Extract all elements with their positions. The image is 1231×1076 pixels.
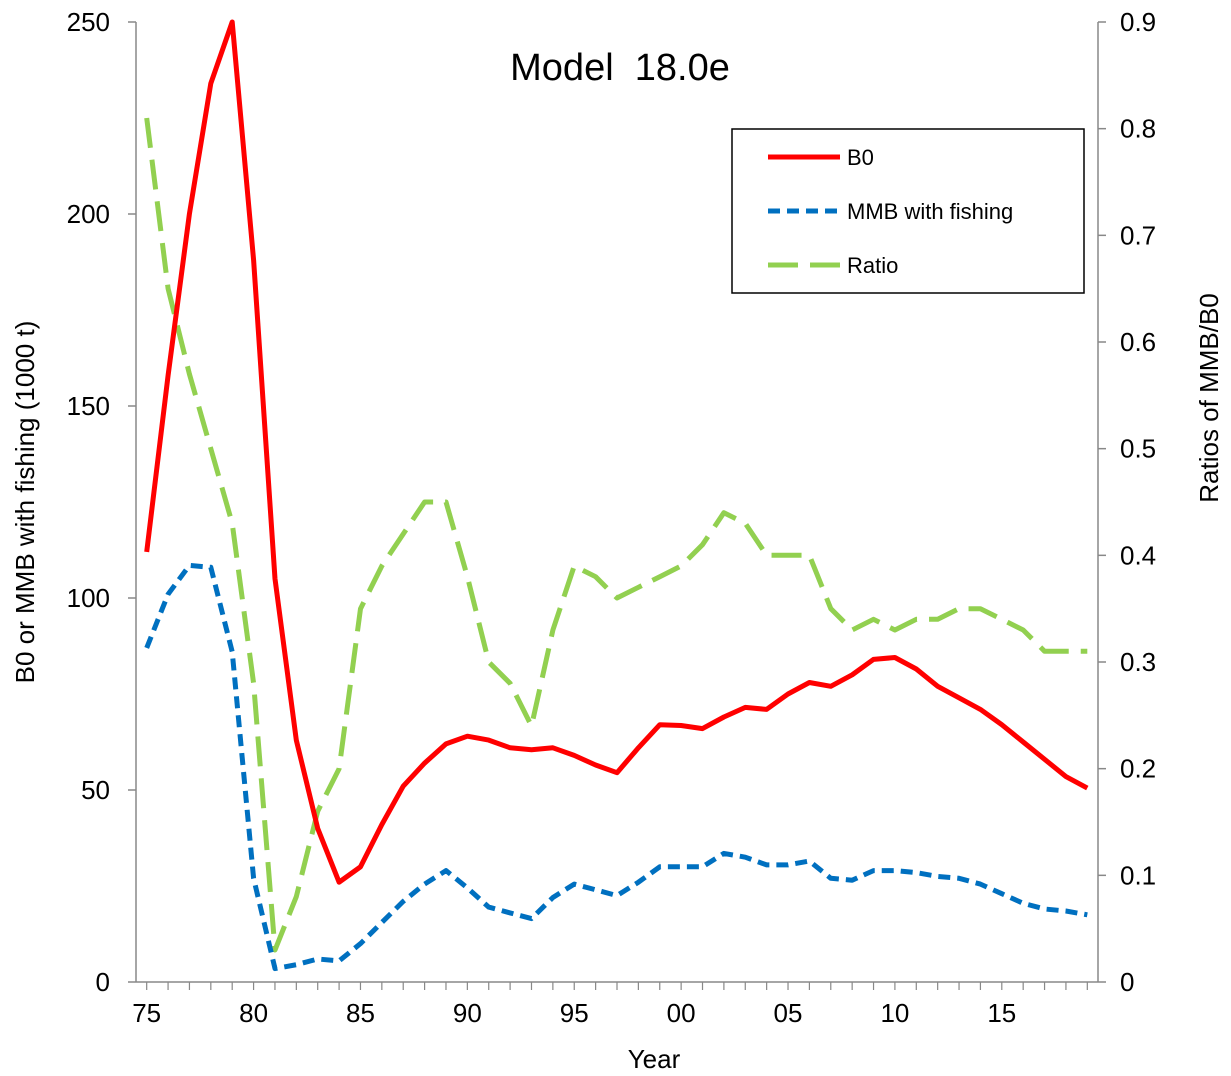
- x-tick-label: 95: [560, 998, 589, 1028]
- x-tick-label: 00: [667, 998, 696, 1028]
- x-tick-label: 10: [880, 998, 909, 1028]
- y-tick-label: 200: [67, 199, 110, 229]
- y-tick-label: 150: [67, 391, 110, 421]
- y2-tick-label: 0.7: [1120, 220, 1156, 250]
- legend-label: Ratio: [847, 253, 898, 278]
- series-layer: [144, 19, 1089, 972]
- x-tick-label: 85: [346, 998, 375, 1028]
- x-tick-label: 75: [132, 998, 161, 1028]
- y2-tick-label: 0.3: [1120, 647, 1156, 677]
- y-axis-title: B0 or MMB with fishing (1000 t): [10, 321, 40, 684]
- legend: B0 MMB with fishing Ratio: [731, 128, 1085, 294]
- y2-tick-label: 0.2: [1120, 754, 1156, 784]
- y-tick-label: 0: [96, 967, 110, 997]
- y2-tick-label: 0.8: [1120, 114, 1156, 144]
- legend-label: MMB with fishing: [847, 199, 1013, 224]
- x-tick-label: 90: [453, 998, 482, 1028]
- y2-tick-label: 0.1: [1120, 860, 1156, 890]
- y2-tick-label: 0: [1120, 967, 1134, 997]
- series-line-ratio: [144, 117, 1088, 953]
- y2-tick-label: 0.4: [1120, 540, 1156, 570]
- axes: 05010015020025000.10.20.30.40.50.60.70.8…: [67, 7, 1157, 1028]
- series-line-b0: [144, 19, 1089, 885]
- legend-label: B0: [847, 145, 874, 170]
- series-line-mmb-with-fishing: [144, 562, 1088, 972]
- x-tick-label: 80: [239, 998, 268, 1028]
- y2-axis-title: Ratios of MMB/B0: [1194, 293, 1224, 503]
- y2-tick-label: 0.5: [1120, 434, 1156, 464]
- x-tick-label: 15: [987, 998, 1016, 1028]
- chart-title: Model 18.0e: [510, 47, 730, 89]
- y-tick-label: 100: [67, 583, 110, 613]
- x-axis-title: Year: [628, 1044, 681, 1074]
- y2-tick-label: 0.9: [1120, 7, 1156, 37]
- x-tick-label: 05: [774, 998, 803, 1028]
- y-tick-label: 250: [67, 7, 110, 37]
- y2-tick-label: 0.6: [1120, 327, 1156, 357]
- y-tick-label: 50: [81, 775, 110, 805]
